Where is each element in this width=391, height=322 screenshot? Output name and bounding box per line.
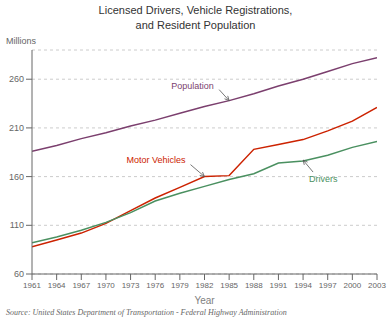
svg-text:2003: 2003 (368, 281, 383, 290)
svg-text:1997: 1997 (319, 281, 337, 290)
svg-text:1976: 1976 (146, 281, 164, 290)
svg-text:1967: 1967 (72, 281, 90, 290)
svg-text:1964: 1964 (48, 281, 66, 290)
svg-text:2000: 2000 (343, 281, 361, 290)
svg-text:1970: 1970 (97, 281, 115, 290)
svg-text:1988: 1988 (245, 281, 263, 290)
html-text:Millions: Millions (6, 36, 36, 46)
svg-text:1994: 1994 (294, 281, 312, 290)
svg-text:1961: 1961 (23, 281, 41, 290)
svg-text:Population: Population (171, 81, 214, 91)
svg-text:110: 110 (10, 220, 24, 230)
svg-text:Year: Year (194, 295, 215, 306)
svg-text:Drivers: Drivers (309, 174, 338, 184)
svg-text:Motor Vehicles: Motor Vehicles (127, 155, 187, 165)
html-text:Source: United States Departme: Source: United States Department of Tran… (6, 308, 287, 317)
svg-text:60: 60 (14, 269, 24, 279)
svg-text:1982: 1982 (196, 281, 214, 290)
svg-text:260: 260 (9, 74, 24, 84)
html-text:Licensed Drivers, Vehicle Regi: Licensed Drivers, Vehicle Registrations,… (98, 4, 293, 31)
svg-text:1991: 1991 (270, 281, 288, 290)
svg-text:1979: 1979 (171, 281, 189, 290)
svg-text:1985: 1985 (220, 281, 238, 290)
svg-text:1973: 1973 (122, 281, 140, 290)
svg-text:160: 160 (9, 172, 24, 182)
svg-text:210: 210 (9, 123, 24, 133)
